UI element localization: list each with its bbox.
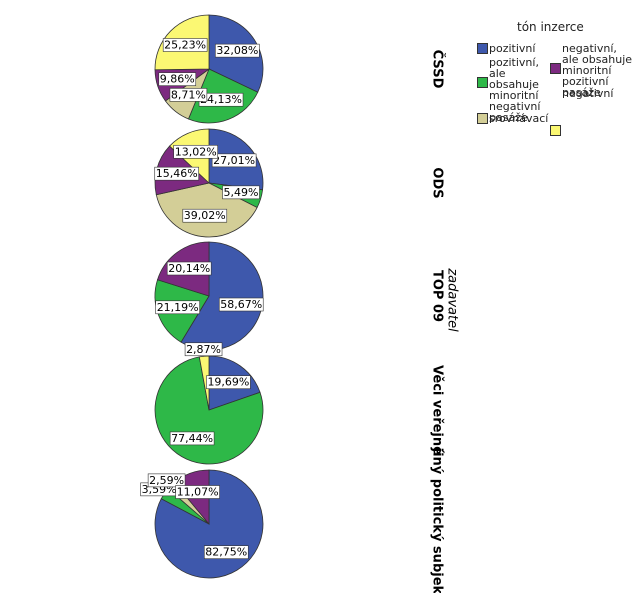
value-label: 21,19% — [157, 301, 199, 314]
pie — [154, 355, 264, 465]
value-label-box — [154, 166, 199, 181]
value-label-box — [166, 261, 212, 276]
value-label-box — [218, 297, 264, 312]
value-label: 82,75% — [205, 546, 247, 559]
value-label-box — [169, 431, 215, 446]
legend-swatch — [477, 43, 488, 54]
value-label: 58,67% — [220, 298, 262, 311]
value-label: 25,23% — [164, 38, 206, 51]
panel-label: jiný politický subjekt — [430, 447, 445, 593]
value-label: 13,02% — [175, 145, 217, 158]
panel-label: ČSSD — [430, 50, 446, 89]
value-label: 20,14% — [168, 262, 210, 275]
value-label: 8,71% — [171, 88, 206, 101]
pie — [154, 241, 264, 351]
legend-label: pozitivní — [489, 42, 536, 55]
value-label: 24,13% — [200, 93, 242, 106]
legend-label: srovnávací — [489, 112, 549, 125]
legend-label: pozitivní, ale obsahuje minoritní negati… — [489, 56, 541, 124]
value-label-box — [203, 545, 249, 559]
value-label: 27,01% — [213, 154, 255, 167]
value-label: 2,87% — [186, 343, 221, 356]
value-label-box — [222, 185, 260, 200]
value-label-box — [182, 208, 228, 223]
pie — [154, 14, 264, 124]
value-label-box — [175, 485, 220, 499]
legend-title: tón inzerce — [517, 20, 584, 34]
value-label: 77,44% — [171, 432, 213, 445]
panel-title: zadavatel — [445, 267, 460, 332]
panel-label: ODS — [430, 167, 445, 198]
legend-swatch — [550, 63, 561, 74]
legend-swatch — [477, 77, 488, 88]
legend-swatch — [477, 113, 488, 124]
legend-label: negativní, ale obsahuje minoritní poziti… — [562, 42, 633, 99]
value-label: 19,69% — [207, 376, 249, 389]
value-label: 15,46% — [156, 167, 198, 180]
panel-label: Věci veřejné — [430, 365, 445, 455]
legend-swatch — [550, 125, 561, 136]
value-label-box — [184, 342, 223, 357]
value-label-box — [155, 300, 200, 315]
value-label: 32,08% — [216, 44, 258, 57]
value-label-box — [206, 375, 251, 390]
value-label-box — [211, 153, 257, 168]
value-label-box — [173, 144, 218, 159]
legend-label: negativní — [562, 87, 614, 100]
value-label: 9,86% — [160, 73, 195, 86]
panel-label: TOP 09 — [430, 270, 445, 322]
value-label: 5,49% — [224, 186, 259, 199]
value-label: 39,02% — [184, 209, 226, 222]
value-label-box — [147, 473, 186, 488]
value-label: 2,59% — [149, 474, 184, 487]
value-label: 11,07% — [177, 486, 219, 499]
value-label-box — [158, 72, 197, 86]
value-label-box — [215, 43, 260, 58]
value-label-box — [169, 88, 208, 102]
value-label-box — [162, 38, 208, 52]
